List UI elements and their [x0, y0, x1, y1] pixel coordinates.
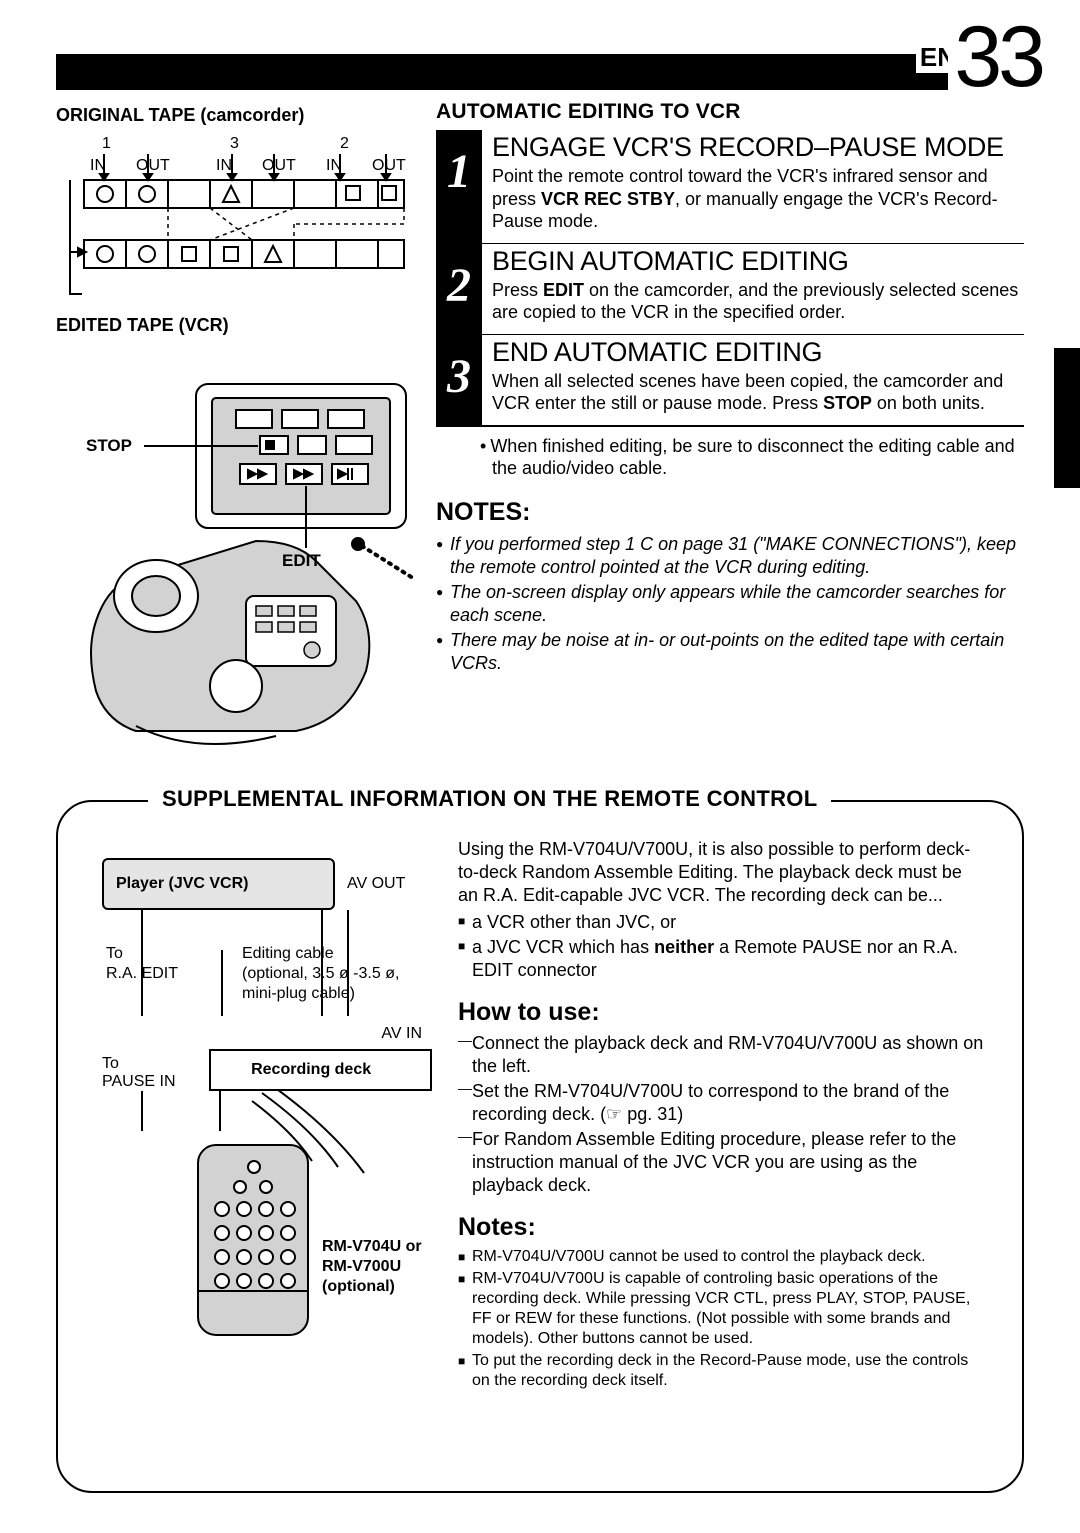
- svg-text:RM-V704U or: RM-V704U or: [322, 1238, 422, 1255]
- svg-text:2: 2: [340, 135, 349, 152]
- supp-notes-heading: Notes:: [458, 1211, 986, 1243]
- step-text-1: Point the remote control toward the VCR'…: [492, 165, 1024, 233]
- post-step-note: When finished editing, be sure to discon…: [492, 435, 1024, 480]
- remote-diagram: RM-V704U or RM-V700U (optional): [102, 1091, 432, 1351]
- step-heading-2: BEGIN AUTOMATIC EDITING: [436, 246, 1024, 277]
- supplemental-box: SUPPLEMENTAL INFORMATION ON THE REMOTE C…: [56, 800, 1024, 1493]
- supp-note-1: RM-V704U/V700U cannot be used to control…: [458, 1247, 986, 1267]
- header-bar: [56, 54, 1024, 90]
- original-tape-label: ORIGINAL TAPE (camcorder): [56, 105, 426, 126]
- left-column: ORIGINAL TAPE (camcorder) 1 3 2 INOUT IN…: [56, 105, 426, 756]
- av-out-label: AV OUT: [347, 875, 405, 893]
- edited-tape-label: EDITED TAPE (VCR): [56, 315, 426, 336]
- av-in-label: AV IN: [381, 1025, 422, 1043]
- section-title: AUTOMATIC EDITING TO VCR: [436, 100, 1024, 124]
- howto-2: Set the RM-V704U/V700U to correspond to …: [458, 1080, 986, 1126]
- svg-text:To: To: [106, 945, 123, 962]
- step-2: 2 BEGIN AUTOMATIC EDITING Press EDIT on …: [436, 244, 1024, 335]
- svg-text:(optional, 3.5 ø -3.5 ø,: (optional, 3.5 ø -3.5 ø,: [242, 965, 399, 982]
- supp-note-2: RM-V704U/V700U is capable of controling …: [458, 1269, 986, 1349]
- supp-sq2: a JVC VCR which has neither a Remote PAU…: [458, 936, 986, 982]
- note-2: The on-screen display only appears while…: [436, 581, 1024, 627]
- step-1: 1 ENGAGE VCR'S RECORD–PAUSE MODE Point t…: [436, 130, 1024, 244]
- supp-note-3: To put the recording deck in the Record-…: [458, 1351, 986, 1391]
- note-3: There may be noise at in- or out-points …: [436, 629, 1024, 675]
- recording-deck-box: Recording deck: [209, 1049, 432, 1091]
- notes-list: If you performed step 1 C on page 31 ("M…: [436, 533, 1024, 675]
- supp-sq1: a VCR other than JVC, or: [458, 911, 986, 934]
- thumb-tab: [1054, 348, 1080, 488]
- tape-diagram: 1 3 2 INOUT INOUT INOUT: [56, 134, 416, 309]
- svg-text:EDIT: EDIT: [282, 551, 321, 570]
- step-3: 3 END AUTOMATIC EDITING When all selecte…: [436, 335, 1024, 427]
- svg-text:(optional): (optional): [322, 1278, 395, 1295]
- howto-heading: How to use:: [458, 996, 986, 1028]
- note-1: If you performed step 1 C on page 31 ("M…: [436, 533, 1024, 579]
- svg-text:RM-V700U: RM-V700U: [322, 1258, 401, 1275]
- svg-text:mini-plug cable): mini-plug cable): [242, 985, 355, 1002]
- svg-text:R.A. EDIT: R.A. EDIT: [106, 965, 178, 982]
- player-vcr-box: Player (JVC VCR): [102, 858, 335, 910]
- step-heading-3: END AUTOMATIC EDITING: [436, 337, 1024, 368]
- howto-3: For Random Assemble Editing procedure, p…: [458, 1128, 986, 1197]
- step-text-2: Press EDIT on the camcorder, and the pre…: [492, 279, 1024, 324]
- supplemental-title: SUPPLEMENTAL INFORMATION ON THE REMOTE C…: [148, 786, 831, 812]
- svg-text:OUT: OUT: [372, 157, 406, 174]
- svg-text:OUT: OUT: [262, 157, 296, 174]
- cable-diagram-top: To R.A. EDIT Editing cable (optional, 3.…: [102, 910, 432, 1020]
- to-pause-label: To PAUSE IN: [102, 1055, 197, 1091]
- svg-text:IN: IN: [216, 157, 232, 174]
- right-column: AUTOMATIC EDITING TO VCR 1 ENGAGE VCR'S …: [436, 100, 1024, 677]
- svg-text:1: 1: [102, 135, 111, 152]
- supp-intro: Using the RM-V704U/V700U, it is also pos…: [458, 838, 986, 907]
- step-heading-1: ENGAGE VCR'S RECORD–PAUSE MODE: [436, 132, 1024, 163]
- svg-text:OUT: OUT: [136, 157, 170, 174]
- camcorder-illustration: STOP EDIT: [56, 376, 426, 756]
- step-text-3: When all selected scenes have been copie…: [492, 370, 1024, 415]
- supp-left: Player (JVC VCR) AV OUT To R.A. EDIT Edi…: [102, 858, 432, 1356]
- svg-text:STOP: STOP: [86, 436, 132, 455]
- supp-right: Using the RM-V704U/V700U, it is also pos…: [458, 838, 986, 1393]
- svg-text:3: 3: [230, 135, 239, 152]
- page-number: 33: [948, 8, 1042, 107]
- notes-heading: NOTES:: [436, 498, 1024, 527]
- howto-1: Connect the playback deck and RM-V704U/V…: [458, 1032, 986, 1078]
- svg-text:Editing cable: Editing cable: [242, 945, 334, 962]
